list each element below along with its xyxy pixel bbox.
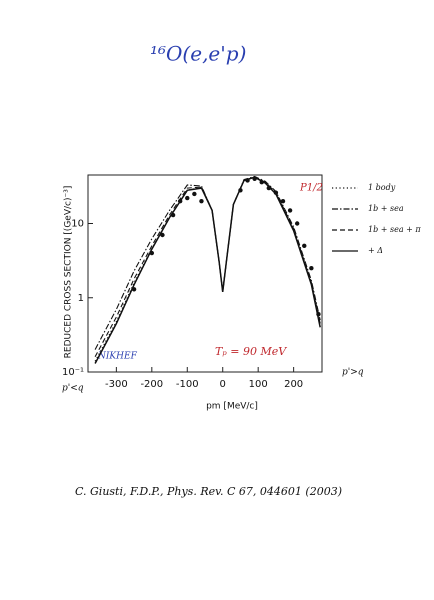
data-point (259, 179, 264, 185)
data-point (131, 287, 137, 292)
data-point (316, 312, 321, 317)
energy-label: Tₚ = 90 MeV (215, 345, 287, 358)
x-tick-label: -200 (140, 379, 163, 390)
data-point (199, 198, 204, 204)
lab-label: NIKHEF (97, 352, 138, 362)
data-point (177, 198, 183, 204)
data-point (238, 188, 243, 193)
x-tick-label: 200 (284, 379, 303, 390)
y-tick-label: 1 (78, 293, 84, 304)
legend-label: 1b + sea + π (368, 225, 421, 234)
state-label: P1/2 (299, 183, 323, 194)
data-point (294, 221, 300, 226)
x-tick-label: -300 (105, 379, 128, 390)
data-point (149, 250, 155, 256)
legend-label: 1 body (368, 183, 396, 192)
data-point (309, 266, 314, 271)
data-point (170, 212, 176, 218)
data-point (185, 195, 190, 201)
data-point (302, 243, 307, 249)
x-tick-label: 0 (220, 379, 226, 390)
data-point (245, 178, 250, 183)
data-point (252, 176, 257, 181)
data-point (266, 185, 272, 191)
data-point (160, 232, 165, 238)
x-tick-label: 100 (249, 379, 268, 390)
citation: C. Giusti, F.D.P., Phys. Rev. C 67, 0446… (75, 485, 342, 498)
x-tick-label: -100 (176, 379, 199, 390)
legend-label: + Δ (368, 246, 383, 255)
plot-frame (87, 174, 323, 373)
data-point (287, 208, 293, 213)
y-axis-label: REDUCED CROSS SECTION [(GeV/c)⁻³] (64, 186, 74, 359)
left-region-label: p'<q (62, 384, 84, 394)
right-region-label: p'>q (342, 368, 364, 378)
data-point (192, 191, 197, 197)
data-point (280, 198, 286, 204)
header: ¹⁶O(e,e'p) (150, 42, 246, 66)
y-tick-label: 10 (71, 219, 84, 230)
data-point (273, 190, 279, 195)
x-axis-label: pm [MeV/c] (206, 402, 258, 412)
y-tick-label: 10⁻¹ (62, 367, 84, 378)
legend-label: 1b + sea (368, 204, 404, 213)
